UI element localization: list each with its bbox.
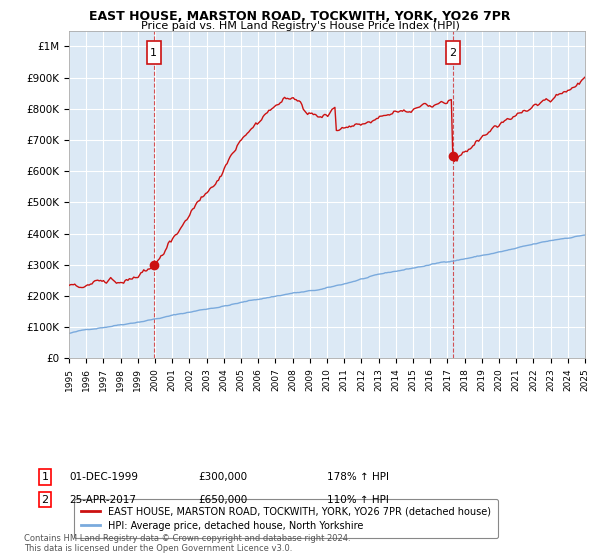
- FancyBboxPatch shape: [147, 41, 161, 64]
- FancyBboxPatch shape: [446, 41, 460, 64]
- Text: Price paid vs. HM Land Registry's House Price Index (HPI): Price paid vs. HM Land Registry's House …: [140, 21, 460, 31]
- Text: EAST HOUSE, MARSTON ROAD, TOCKWITH, YORK, YO26 7PR: EAST HOUSE, MARSTON ROAD, TOCKWITH, YORK…: [89, 10, 511, 23]
- Text: 01-DEC-1999: 01-DEC-1999: [69, 472, 138, 482]
- Text: 110% ↑ HPI: 110% ↑ HPI: [327, 494, 389, 505]
- Text: £650,000: £650,000: [198, 494, 247, 505]
- Text: 1: 1: [151, 48, 157, 58]
- Text: Contains HM Land Registry data © Crown copyright and database right 2024.
This d: Contains HM Land Registry data © Crown c…: [24, 534, 350, 553]
- Legend: EAST HOUSE, MARSTON ROAD, TOCKWITH, YORK, YO26 7PR (detached house), HPI: Averag: EAST HOUSE, MARSTON ROAD, TOCKWITH, YORK…: [74, 499, 497, 538]
- Text: 2: 2: [449, 48, 457, 58]
- Text: £300,000: £300,000: [198, 472, 247, 482]
- Text: 25-APR-2017: 25-APR-2017: [69, 494, 136, 505]
- Text: 2: 2: [41, 494, 49, 505]
- Text: 178% ↑ HPI: 178% ↑ HPI: [327, 472, 389, 482]
- Text: 1: 1: [41, 472, 49, 482]
